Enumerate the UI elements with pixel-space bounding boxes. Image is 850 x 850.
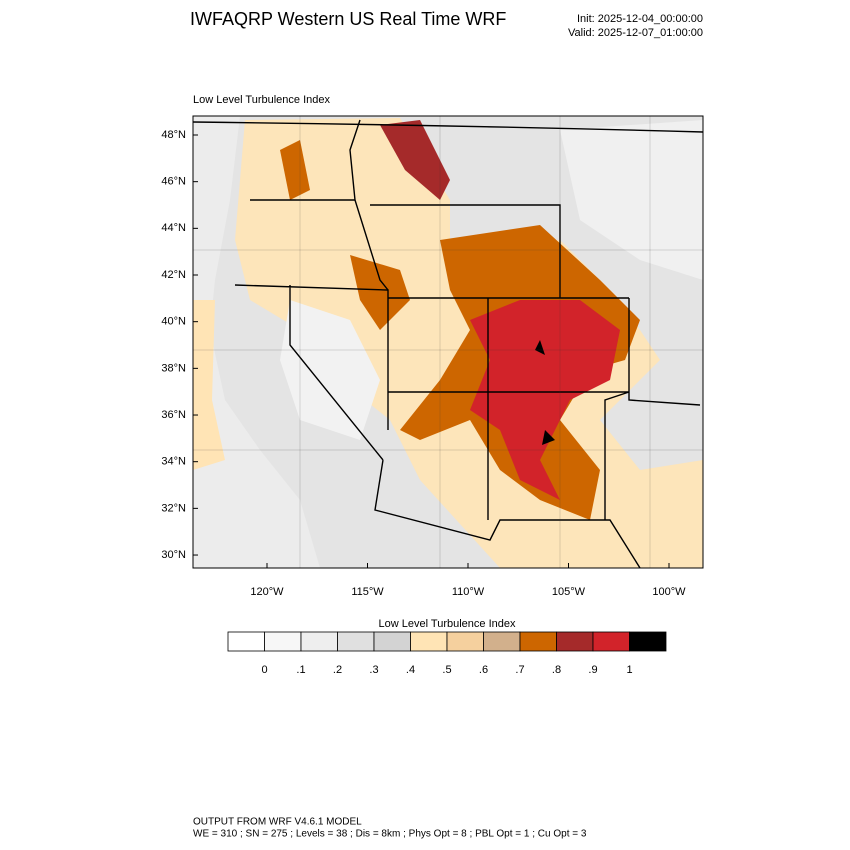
lat-label: 36°N — [161, 409, 186, 421]
lat-label: 38°N — [161, 362, 186, 374]
colorbar-box — [519, 631, 557, 652]
lat-label: 46°N — [161, 176, 186, 188]
colorbar-box — [300, 631, 338, 652]
lat-label: 32°N — [161, 502, 186, 514]
turbulence-high — [470, 300, 620, 500]
border — [193, 121, 703, 133]
lat-label: 40°N — [161, 316, 186, 328]
colorbar-box — [227, 631, 265, 652]
turbulence-mid — [280, 140, 310, 200]
lon-label: 105°W — [552, 586, 586, 598]
colorbar-box — [337, 631, 375, 652]
colorbar-box — [446, 631, 484, 652]
colorbar-box — [410, 631, 448, 652]
colorbar-title: Low Level Turbulence Index — [379, 618, 516, 630]
colorbar-box — [483, 631, 521, 652]
colorbar-label: .2 — [333, 664, 342, 676]
turbulence-max — [535, 340, 555, 445]
lon-label: 100°W — [652, 586, 686, 598]
colorbar-box — [629, 631, 667, 652]
lon-label: 115°W — [351, 586, 384, 598]
lat-label: 42°N — [161, 269, 186, 281]
lat-label: 30°N — [161, 549, 186, 561]
colorbar-box — [556, 631, 594, 652]
colorbar-label: .9 — [588, 664, 597, 676]
colorbar-label: .8 — [552, 664, 561, 676]
turbulence-mid — [350, 255, 410, 330]
border — [234, 204, 701, 568]
border — [250, 119, 389, 291]
footer-line: OUTPUT FROM WRF V4.6.1 MODEL — [193, 817, 362, 828]
colorbar-label: 0 — [261, 664, 267, 676]
colorbar-label: .6 — [479, 664, 488, 676]
lat-labels: 48°N 46°N 44°N 42°N 40°N 38°N 36°N 34°N 32°N 30°N — [161, 129, 198, 561]
lon-label: 120°W — [250, 586, 284, 598]
footer-line: WE = 310 ; SN = 275 ; Levels = 38 ; Dis … — [193, 829, 587, 840]
lon-label: 110°W — [452, 586, 485, 598]
map-title: Low Level Turbulence Index — [193, 94, 330, 106]
calm-area — [560, 120, 703, 280]
colorbar-label: .4 — [406, 664, 415, 676]
lat-label: 48°N — [161, 129, 186, 141]
lat-label: 44°N — [161, 222, 186, 234]
lon-labels: 120°W 115°W 110°W 105°W 100°W — [250, 563, 686, 598]
colorbar: 0 .1 .2 .3 .4 .5 .6 .7 .8 .9 1 — [227, 631, 667, 676]
colorbar-label: .7 — [515, 664, 524, 676]
calm-area — [280, 300, 380, 440]
colorbar-box — [373, 631, 411, 652]
map-frame — [192, 115, 704, 569]
colorbar-label: .5 — [442, 664, 451, 676]
lat-label: 34°N — [161, 456, 186, 468]
county-lines — [193, 116, 703, 568]
colorbar-box — [264, 631, 302, 652]
colorbar-label: .3 — [369, 664, 378, 676]
map — [193, 116, 703, 568]
turbulence-high — [380, 120, 450, 200]
init-time: Init: 2025-12-04_00:00:00 — [577, 13, 703, 25]
ocean — [193, 116, 320, 568]
colorbar-label: 1 — [626, 664, 632, 676]
colorbar-label: .1 — [296, 664, 305, 676]
valid-time: Valid: 2025-12-07_01:00:00 — [568, 27, 703, 39]
ocean-patch — [193, 300, 225, 470]
colorbar-box — [592, 631, 630, 652]
title: IWFAQRP Western US Real Time WRF — [190, 9, 506, 29]
